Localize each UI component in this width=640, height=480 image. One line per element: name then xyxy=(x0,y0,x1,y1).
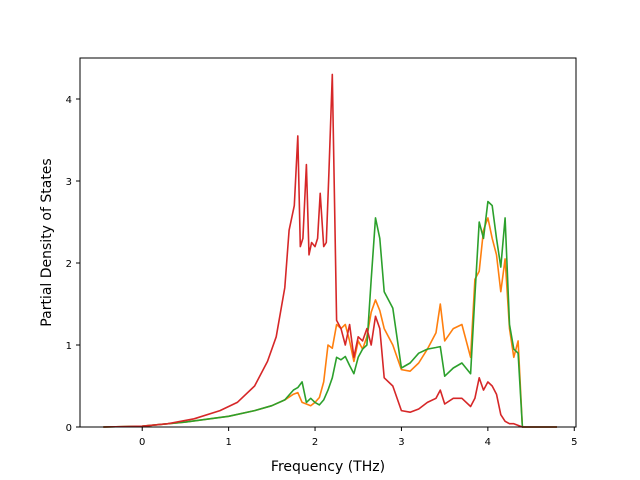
x-tick-label: 5 xyxy=(571,437,577,448)
y-tick-label: 0 xyxy=(66,423,72,434)
y-tick-label: 4 xyxy=(66,95,72,106)
x-axis-label: Frequency (THz) xyxy=(271,459,385,475)
y-axis-label: Partial Density of States xyxy=(39,158,55,326)
y-tick-label: 1 xyxy=(66,341,72,352)
y-axis-ticks: 0 1 2 3 4 xyxy=(66,95,80,434)
x-axis-ticks: 0 1 2 3 4 5 xyxy=(139,427,577,448)
plot-frame xyxy=(79,57,577,428)
series-line-1 xyxy=(103,217,557,428)
x-tick-label: 1 xyxy=(225,437,231,448)
series-line-3 xyxy=(103,73,557,428)
x-tick-label: 2 xyxy=(312,437,318,448)
series-line-2 xyxy=(103,200,557,428)
series-lines xyxy=(103,73,557,428)
x-tick-label: 3 xyxy=(398,437,404,448)
x-tick-label: 4 xyxy=(485,437,491,448)
y-tick-label: 3 xyxy=(66,177,72,188)
y-tick-label: 2 xyxy=(66,259,72,270)
x-tick-label: 0 xyxy=(139,437,145,448)
